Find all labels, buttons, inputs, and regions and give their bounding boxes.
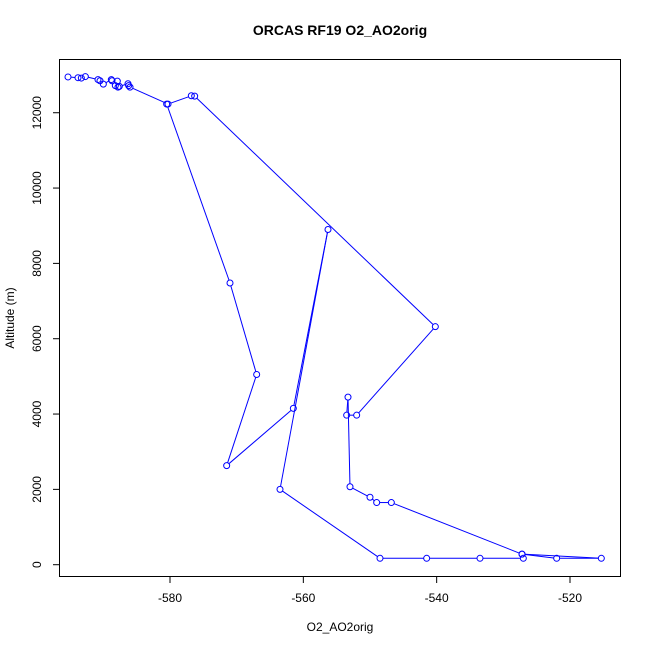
x-tick-label: -580: [158, 591, 182, 605]
x-tick-label: -520: [558, 591, 582, 605]
data-point: [387, 499, 395, 507]
x-tick-label: -540: [425, 591, 449, 605]
data-point: [253, 370, 261, 378]
y-axis: 0 2000 4000 6000 8000 10000 12000: [30, 96, 60, 568]
series-segment: [105, 80, 109, 84]
series-segment: [227, 377, 257, 463]
data-point: [115, 82, 123, 90]
series-segment: [293, 232, 328, 406]
data-point: [343, 411, 351, 419]
plot-frame: [59, 59, 621, 577]
x-tick-label: -560: [291, 591, 315, 605]
data-point: [99, 80, 107, 88]
series-segment: [347, 400, 351, 484]
data-point: [344, 393, 352, 401]
series-segment: [170, 96, 189, 104]
data-point: [276, 485, 284, 493]
series-segment: [282, 490, 378, 558]
data-point: [366, 493, 374, 501]
data-point: [353, 411, 361, 419]
x-axis: -580 -560 -540 -520: [158, 576, 582, 605]
y-tick-label: 12000: [30, 96, 44, 130]
data-point: [114, 83, 122, 91]
data-point: [126, 83, 134, 91]
data-point: [108, 77, 116, 85]
data-series: [64, 73, 605, 562]
data-point: [423, 554, 431, 562]
chart-title: ORCAS RF19 O2_AO2orig: [253, 22, 427, 38]
series-segment: [352, 487, 368, 497]
series-segment: [358, 328, 434, 414]
series-segment: [132, 87, 166, 104]
data-point: [519, 554, 527, 562]
data-point: [223, 462, 231, 470]
data-point: [226, 279, 234, 287]
series-segment: [167, 106, 230, 281]
data-point: [376, 554, 384, 562]
series-segment: [122, 84, 126, 86]
data-point: [77, 74, 85, 82]
series-segment: [88, 76, 96, 80]
y-tick-label: 8000: [30, 250, 44, 277]
series-segment: [393, 503, 520, 554]
data-point: [81, 73, 89, 81]
data-point: [191, 92, 199, 100]
data-point: [187, 92, 195, 100]
x-axis-label: O2_AO2orig: [307, 620, 374, 634]
data-point: [125, 82, 133, 90]
data-point: [476, 554, 484, 562]
y-axis-label: Altitude (m): [3, 287, 17, 348]
series-segment: [196, 97, 434, 325]
data-point: [96, 77, 104, 85]
data-point: [518, 550, 526, 558]
data-point: [324, 225, 332, 233]
series-segment: [524, 554, 554, 559]
series-segment: [228, 409, 292, 465]
y-tick-label: 10000: [30, 171, 44, 205]
y-tick-label: 4000: [30, 400, 44, 427]
series-segment: [230, 285, 257, 372]
data-point: [597, 554, 605, 562]
series-segment: [524, 553, 599, 559]
data-point: [373, 499, 381, 507]
data-point: [553, 554, 561, 562]
data-point: [74, 74, 82, 82]
data-point: [163, 100, 171, 108]
y-tick-label: 2000: [30, 476, 44, 503]
y-tick-label: 0: [30, 561, 44, 568]
data-point: [64, 73, 72, 81]
data-point: [431, 323, 439, 331]
y-tick-label: 6000: [30, 325, 44, 352]
data-point: [346, 483, 354, 491]
data-point: [289, 404, 297, 412]
